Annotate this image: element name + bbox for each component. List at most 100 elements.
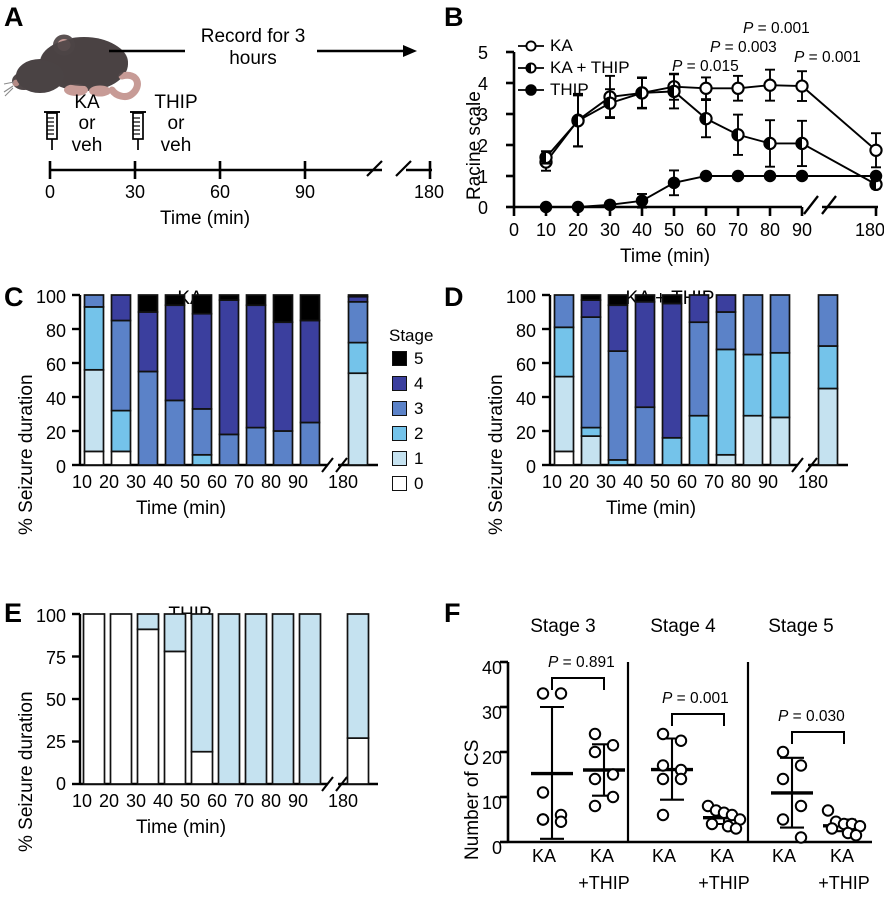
- panel-b-pvalue-90: P = 0.001: [794, 49, 861, 66]
- panel-d-xtick-20: 20: [568, 472, 590, 492]
- panel-d-ytick-0: 0: [525, 457, 536, 477]
- panel-a-letter: A: [4, 2, 24, 32]
- panel-f-ytick-10: 10: [481, 793, 502, 813]
- timeline-tick-0: 0: [44, 182, 55, 202]
- panel-e-ytick-100: 100: [35, 606, 66, 626]
- stage-swatch-icon: [392, 351, 407, 366]
- syringe-icon: [44, 111, 60, 150]
- stage-legend-title: Stage: [389, 326, 434, 345]
- stage-legend-label: 4: [414, 374, 424, 393]
- panel-e-xtick-40: 40: [152, 791, 174, 811]
- stage-legend-item-4: 4: [392, 375, 423, 392]
- panel-d-ytick-20: 20: [515, 423, 536, 443]
- panel-e-xtick-60: 60: [206, 791, 228, 811]
- panel-e: E THIP % Seizure duration 0 25 50 75 100…: [0, 590, 450, 900]
- panel-c-xtick-20: 20: [98, 472, 120, 492]
- stage-legend-item-1: 1: [392, 450, 423, 467]
- panel-e-ytick-0: 0: [55, 774, 66, 794]
- panel-c-ytick-40: 40: [45, 389, 66, 409]
- panel-d-xtick-90: 90: [757, 472, 779, 492]
- panel-e-ytick-75: 75: [45, 648, 66, 668]
- stage-legend-label: 3: [414, 399, 424, 418]
- panel-c-ytick-0: 0: [55, 457, 66, 477]
- panel-e-plot: [72, 612, 378, 792]
- stage-swatch-icon: [392, 476, 407, 491]
- panel-c: C KA % Seizure duration 0 20 40 60 80 10…: [0, 280, 450, 590]
- stage-legend-label: 1: [414, 449, 424, 468]
- panel-b-xtick-50: 50: [663, 220, 685, 240]
- panel-f-xlabel-g3c1-line1: KA: [771, 846, 796, 866]
- panel-d: D KA + THIP % Seizure duration 0 20 40 6…: [440, 280, 884, 590]
- panel-c-ytick-80: 80: [45, 321, 66, 341]
- record-arrow: [109, 45, 417, 57]
- panel-b-letter: B: [444, 2, 464, 32]
- mouse-illustration: [3, 34, 141, 101]
- syringe-icon: [130, 111, 146, 150]
- panel-c-xtick-180: 180: [327, 472, 359, 492]
- injection2-or: or: [167, 113, 185, 135]
- panel-e-xtick-30: 30: [125, 791, 147, 811]
- panel-e-xtick-70: 70: [233, 791, 255, 811]
- panel-d-ytick-60: 60: [515, 355, 536, 375]
- record-label-line1: Record for 3: [200, 26, 306, 47]
- panel-f-ytick-20: 20: [481, 748, 502, 768]
- timeline-tick-90: 90: [294, 182, 316, 202]
- panel-f-xlabel-g1c1-line1: KA: [531, 846, 556, 866]
- panel-f-ytick-30: 30: [481, 703, 502, 723]
- panel-c-ytick-20: 20: [45, 423, 66, 443]
- panel-b-xtick-60: 60: [695, 220, 717, 240]
- panel-e-xtick-20: 20: [98, 791, 120, 811]
- panel-d-xtick-180: 180: [797, 472, 829, 492]
- panel-b-legend-item-ka: KA: [518, 36, 573, 56]
- panel-b-xtick-70: 70: [727, 220, 749, 240]
- stage-swatch-icon: [392, 451, 407, 466]
- panel-c-xtick-30: 30: [125, 472, 147, 492]
- panel-c-xaxis-label: Time (min): [136, 498, 227, 519]
- panel-b-legend-item-thip: THIP: [518, 80, 589, 100]
- panel-b-ytick-3: 3: [477, 105, 488, 125]
- panel-f-xlabel-g2c1-line1: KA: [651, 846, 676, 866]
- panel-b-xtick-80: 80: [759, 220, 781, 240]
- panel-d-xtick-70: 70: [703, 472, 725, 492]
- half-filled-circle-icon: [518, 62, 544, 74]
- panel-f-ytick-40: 40: [481, 658, 502, 678]
- panel-c-xtick-80: 80: [260, 472, 282, 492]
- panel-d-xaxis-label: Time (min): [606, 498, 697, 519]
- panel-f-xlabel-g3c2-line2: +THIP: [818, 873, 870, 893]
- stage-swatch-icon: [392, 376, 407, 391]
- panel-e-ytick-50: 50: [45, 690, 66, 710]
- panel-b-legend-label-ka-thip: KA + THIP: [550, 58, 630, 77]
- panel-b-ytick-1: 1: [477, 167, 488, 187]
- panel-b-xtick-30: 30: [599, 220, 621, 240]
- panel-c-xtick-40: 40: [152, 472, 174, 492]
- panel-b-pvalue-50: PP = 0.015 = 0.015: [672, 58, 739, 75]
- stage-legend-label: 2: [414, 424, 424, 443]
- panel-e-xtick-90: 90: [287, 791, 309, 811]
- panel-e-xtick-80: 80: [260, 791, 282, 811]
- injection1-veh: veh: [71, 134, 103, 156]
- panel-b-legend-label-thip: THIP: [550, 80, 589, 99]
- panel-f-ytick-0: 0: [491, 838, 502, 858]
- panel-d-xtick-50: 50: [649, 472, 671, 492]
- panel-b-ytick-4: 4: [477, 74, 488, 94]
- timeline-tick-30: 30: [124, 182, 146, 202]
- stage-legend-item-0: 0: [392, 475, 423, 492]
- panel-f-group-title-stage3: Stage 3: [530, 616, 596, 637]
- panel-f-pvalue-stage3: P = 0.891: [548, 654, 615, 671]
- panel-f-group-title-stage5: Stage 5: [768, 616, 834, 637]
- panel-b: B Racine scale 0 1 2 3 4 5: [440, 0, 884, 275]
- open-circle-icon: [518, 40, 544, 52]
- panel-f-xlabel-g2c2-line2: +THIP: [698, 873, 750, 893]
- panel-b-pvalue-80: P = 0.001: [743, 20, 810, 37]
- injection2-veh: veh: [160, 134, 192, 156]
- panel-e-xtick-10: 10: [71, 791, 93, 811]
- panel-c-xtick-70: 70: [233, 472, 255, 492]
- stage-legend-label: 0: [414, 474, 424, 493]
- panel-f-pvalue-stage5: P = 0.030: [778, 708, 845, 725]
- panel-d-letter: D: [444, 282, 464, 312]
- panel-f-letter: F: [444, 598, 461, 628]
- injection2-label: THIP or veh: [145, 92, 207, 156]
- panel-b-xtick-20: 20: [567, 220, 589, 240]
- injection1-or: or: [78, 113, 96, 135]
- panel-b-xtick-180: 180: [854, 220, 884, 240]
